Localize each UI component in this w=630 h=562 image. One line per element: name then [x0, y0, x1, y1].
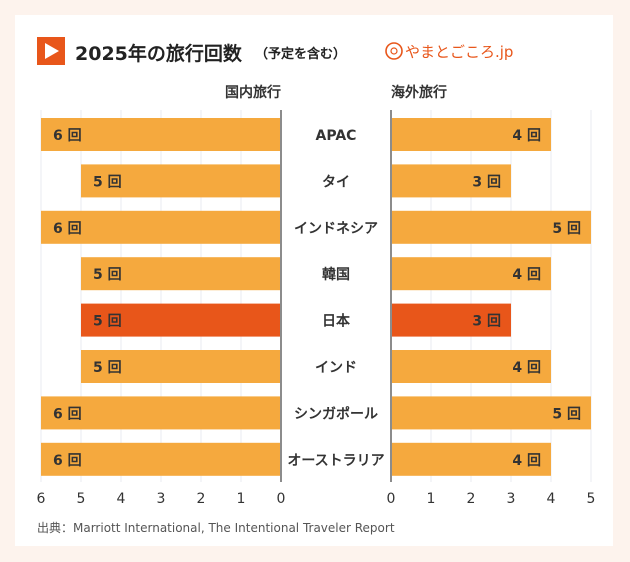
left-bar: [41, 210, 280, 244]
left-bar: [81, 350, 280, 383]
source-note: 出典：Marriott International, The Intention…: [37, 521, 395, 535]
left-bar: [41, 118, 280, 151]
category-label: 韓国: [322, 266, 350, 283]
right-bar: [392, 303, 511, 337]
category-label: APAC: [316, 128, 357, 144]
right-tick-label: 0: [387, 491, 396, 507]
ticks: 6 5 4 3 2 1 0 0 1 2 3 4 5: [37, 491, 596, 507]
right-bar-label: 4 回: [512, 128, 541, 144]
right-bar-label: 3 回: [472, 174, 501, 190]
right-bar-label: 4 回: [512, 267, 541, 283]
right-tick-label: 5: [587, 491, 596, 507]
right-series-label: 海外旅行: [391, 84, 447, 101]
left-bar-label: 6 回: [53, 406, 82, 422]
right-bar: [392, 164, 511, 198]
play-icon: [45, 43, 59, 59]
right-tick-label: 3: [507, 491, 516, 507]
category-label: インド: [315, 360, 357, 376]
left-tick-label: 0: [277, 491, 286, 507]
left-bar: [81, 303, 280, 337]
chart-title: 2025年の旅行回数: [75, 42, 243, 65]
right-bar: [392, 396, 591, 430]
left-tick-label: 5: [77, 491, 86, 507]
logo-icon: [385, 42, 403, 60]
left-tick-label: 3: [157, 491, 166, 507]
category-label: タイ: [322, 174, 350, 190]
left-bar: [41, 442, 280, 476]
right-bar-label: 4 回: [512, 453, 541, 469]
left-bar: [41, 396, 280, 430]
left-tick-label: 4: [117, 491, 126, 507]
right-tick-label: 1: [427, 491, 436, 507]
category-label: インドネシア: [294, 221, 378, 237]
right-tick-label: 2: [467, 491, 476, 507]
right-bar-label: 4 回: [512, 360, 541, 376]
chart-title-note: （予定を含む）: [255, 46, 346, 62]
logo-inner-icon: [390, 47, 398, 55]
left-bar-label: 6 回: [53, 453, 82, 469]
right-bar-label: 5 回: [552, 406, 581, 422]
right-bar: [392, 442, 551, 476]
left-tick-label: 6: [37, 491, 46, 507]
left-series-label: 国内旅行: [225, 84, 281, 101]
right-bar: [392, 350, 551, 383]
right-bar-label: 3 回: [472, 314, 501, 330]
right-bar: [392, 118, 551, 151]
category-label: シンガポール: [294, 405, 378, 422]
left-bar: [81, 164, 280, 198]
left-bar-label: 5 回: [93, 360, 122, 376]
left-bar-label: 5 回: [93, 267, 122, 283]
right-bar-label: 5 回: [552, 221, 581, 237]
category-label: 日本: [322, 313, 351, 330]
logo-text: やまとごころ.jp: [405, 43, 513, 61]
left-tick-label: 1: [237, 491, 246, 507]
right-tick-label: 4: [547, 491, 556, 507]
left-bar-label: 6 回: [53, 128, 82, 144]
left-bar-label: 5 回: [93, 314, 122, 330]
left-tick-label: 2: [197, 491, 206, 507]
right-bar: [392, 210, 591, 244]
category-label: オーストラリア: [287, 453, 384, 469]
logo: やまとごころ.jp: [385, 42, 513, 61]
left-bar-label: 5 回: [93, 174, 122, 190]
left-bar-label: 6 回: [53, 221, 82, 237]
right-bar: [392, 257, 551, 291]
left-bar: [81, 257, 280, 291]
